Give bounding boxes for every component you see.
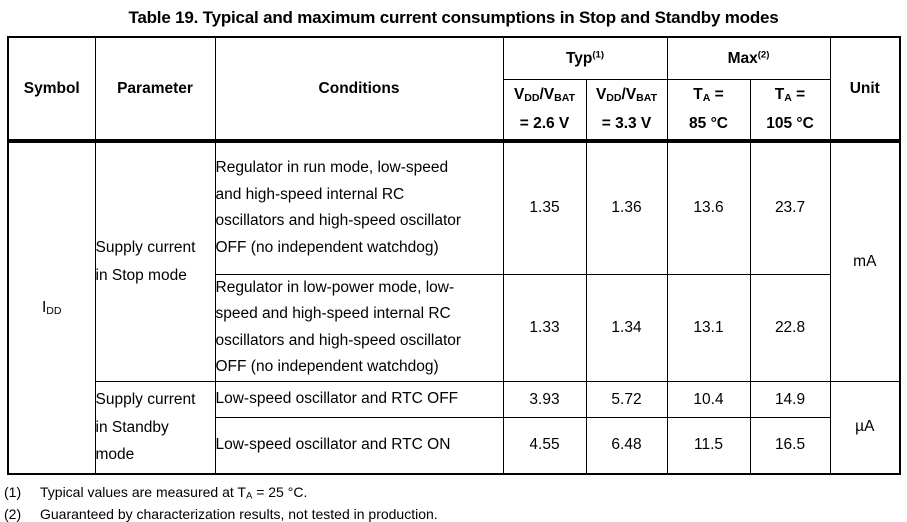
value-cell: 4.55: [502, 417, 587, 475]
value-cell: 1.34: [585, 273, 668, 383]
value-cell: 13.6: [666, 139, 751, 275]
condition-standby-rtc-on-cell: Low-speed oscillator and RTC ON: [214, 417, 504, 475]
value-cell: 22.8: [749, 273, 831, 383]
header-unit: Unit: [829, 36, 901, 143]
value-cell: 23.7: [749, 139, 831, 275]
condition-stop-run-cell: Regulator in run mode, low-speed and hig…: [214, 139, 504, 275]
value-cell: 13.1: [666, 273, 751, 383]
current-consumption-table: Symbol Parameter Conditions Typ(1) Max(2…: [7, 36, 902, 475]
footnote-number: (1): [4, 483, 22, 500]
header-conditions: Conditions: [214, 36, 504, 143]
parameter-stop-mode-cell: Supply current in Stop mode: [94, 139, 216, 383]
table-title: Table 19. Typical and maximum current co…: [128, 8, 779, 27]
footnotes: (1) Typical values are measured at TA = …: [4, 481, 907, 522]
condition-stop-lowpower-cell: Regulator in low-power mode, low- speed …: [214, 273, 504, 383]
value-cell: 6.48: [585, 417, 668, 475]
header-max-group: Max(2): [666, 36, 831, 80]
footnote-text: Guaranteed by characterization results, …: [40, 506, 438, 522]
value-cell: 1.36: [585, 139, 668, 275]
value-cell: 1.35: [502, 139, 587, 275]
value-cell: 14.9: [749, 381, 831, 419]
value-cell: 11.5: [666, 417, 751, 475]
header-typ-group: Typ(1): [502, 36, 668, 80]
symbol-idd-cell: IDD: [7, 139, 96, 475]
unit-ua-cell: µA: [829, 381, 901, 475]
value-cell: 16.5: [749, 417, 831, 475]
header-symbol: Symbol: [7, 36, 96, 143]
value-cell: 10.4: [666, 381, 751, 419]
unit-ma-cell: mA: [829, 139, 901, 383]
parameter-standby-mode-cell: Supply current in Standby mode: [94, 381, 216, 475]
condition-standby-rtc-off-cell: Low-speed oscillator and RTC OFF: [214, 381, 504, 419]
value-cell: 1.33: [502, 273, 587, 383]
footnote-text: Typical values are measured at TA = 25 °…: [40, 483, 308, 502]
footnote-2: (2) Guaranteed by characterization resul…: [4, 503, 907, 522]
value-cell: 5.72: [585, 381, 668, 419]
header-typ-vdd-3v3: VDD/VBAT = 3.3 V: [585, 78, 668, 143]
footnote-number: (2): [4, 506, 22, 522]
value-cell: 3.93: [502, 381, 587, 419]
footnote-1: (1) Typical values are measured at TA = …: [4, 481, 907, 504]
header-max-ta-105: TA = 105 °C: [749, 78, 831, 143]
header-parameter: Parameter: [94, 36, 216, 143]
header-typ-vdd-2v6: VDD/VBAT = 2.6 V: [502, 78, 587, 143]
header-max-ta-85: TA = 85 °C: [666, 78, 751, 143]
